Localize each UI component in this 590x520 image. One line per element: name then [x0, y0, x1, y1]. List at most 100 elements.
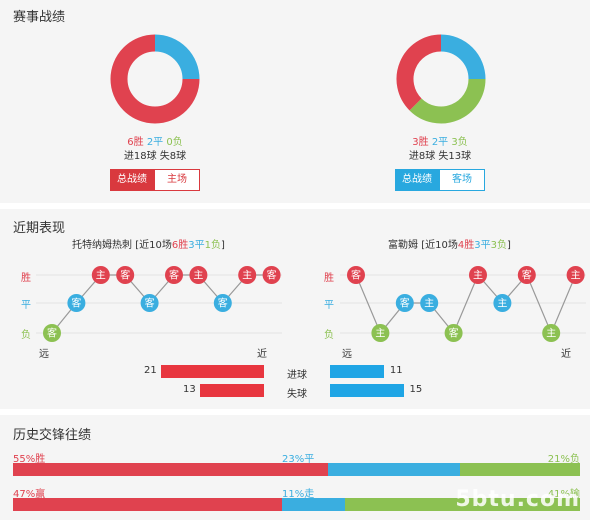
- home-match-dot: [91, 266, 110, 284]
- record-title: 赛事战绩: [13, 10, 66, 25]
- recent-panel: 近期表现 托特纳姆热刺 [近10场6胜3平1负] 富勒姆 [近10场4胜3平3负…: [0, 209, 590, 409]
- home-match-dot: [213, 294, 232, 312]
- away-win-arc: [396, 34, 442, 111]
- home-draw-count: 2平: [146, 137, 164, 148]
- away-match-venue: 主: [375, 328, 385, 340]
- h2h-win-label: 55%胜: [13, 454, 46, 465]
- away-match-venue: 主: [497, 298, 507, 310]
- away-match-dot: [371, 324, 390, 342]
- h2h-result-win-segment: [13, 463, 328, 476]
- h2h-handicap-push-label: 11%走: [282, 489, 315, 500]
- away-recent-win: 4胜: [457, 240, 475, 251]
- home-match-dot: [238, 266, 257, 284]
- away-match-marker: 主: [469, 266, 487, 284]
- away-match-dot: [395, 294, 414, 312]
- home-recent-draw: 3平: [188, 240, 205, 251]
- away-match-dot: [347, 266, 365, 284]
- away-match-dot: [420, 294, 439, 312]
- home-match-marker: 客: [67, 294, 86, 312]
- home-form-line: [51, 274, 272, 334]
- away-match-dot: [542, 324, 561, 342]
- home-match-venue: 主: [193, 270, 203, 282]
- away-match-dot: [566, 266, 585, 284]
- home-match-dot: [140, 294, 159, 312]
- away-win-count: 3胜: [412, 137, 429, 148]
- home-match-venue: 客: [218, 297, 228, 310]
- away-match-venue: 主: [546, 328, 556, 340]
- home-match-dot: [43, 324, 61, 342]
- h2h-handicap-draw-segment: [282, 498, 345, 511]
- home-total-button[interactable]: 总战绩: [110, 169, 154, 191]
- away-match-marker: 主: [371, 324, 390, 342]
- h2h-lose-label: 21%负: [547, 454, 580, 465]
- goals-caption: 进球: [287, 370, 307, 381]
- away-match-venue: 客: [351, 269, 361, 282]
- h2h-result-draw-segment: [328, 463, 460, 476]
- home-record-summary: 6胜 2平 0负 进18球 失8球: [85, 136, 225, 164]
- away-record-donut: [396, 34, 486, 124]
- home-win-arc: [110, 34, 200, 124]
- home-record-donut: [110, 34, 200, 124]
- away-venue-button[interactable]: 客场: [439, 169, 485, 191]
- h2h-panel: 历史交锋往绩 55%胜 23%平 21%负 47%赢 11%走 41%输 5bt…: [0, 415, 590, 520]
- home-lose-count: 0负: [166, 137, 183, 148]
- h2h-handicap-lose-label: 41%输: [547, 489, 580, 500]
- away-match-marker: 客: [395, 294, 414, 312]
- away-lose-axis-label: 负: [324, 330, 334, 341]
- away-match-dot: [493, 294, 512, 312]
- home-team-name: 托特纳姆热刺: [72, 240, 132, 251]
- home-match-marker: 主: [91, 266, 110, 284]
- home-venue-button[interactable]: 主场: [154, 169, 200, 191]
- away-recent-lose: 3负: [490, 240, 507, 251]
- away-match-venue: 客: [449, 327, 459, 340]
- away-goals: 进8球: [408, 151, 436, 162]
- away-recent-header: 富勒姆 [近10场4胜3平3负]: [388, 236, 511, 251]
- watermark-logo: 5btu.com: [455, 487, 580, 512]
- away-match-marker: 客: [444, 324, 463, 342]
- home-form-chart: 客客主 客客客 主客主客: [36, 266, 282, 342]
- home-match-marker: 客: [213, 294, 232, 312]
- home-recent-lose: 1负: [204, 240, 221, 251]
- home-record-toggle: 总战绩 主场: [110, 169, 200, 191]
- away-record-summary: 3胜 2平 3负 进8球 失13球: [370, 136, 510, 164]
- record-panel: 赛事战绩 6胜 2平 0负 进18球 失8球 总战绩 主场 3胜 2平 3负 进…: [0, 0, 590, 203]
- away-match-marker: 主: [542, 324, 561, 342]
- away-match-marker: 客: [517, 266, 536, 284]
- home-goals-bar: [161, 365, 264, 378]
- away-match-marker: 客: [347, 266, 365, 284]
- home-conceded-bar: [200, 384, 264, 397]
- home-match-marker: 客: [43, 324, 61, 342]
- away-match-marker: 主: [420, 294, 439, 312]
- home-match-venue: 客: [47, 327, 57, 340]
- home-match-dot: [165, 266, 183, 284]
- away-match-dot: [444, 324, 463, 342]
- away-lose-count: 3负: [451, 137, 468, 148]
- home-match-dot: [67, 294, 86, 312]
- away-match-venue: 客: [522, 269, 532, 282]
- home-recent-prefix: [近10场: [135, 240, 172, 251]
- h2h-draw-label: 23%平: [282, 454, 315, 465]
- home-conceded: 失8球: [159, 151, 187, 162]
- away-team-name: 富勒姆: [388, 240, 418, 251]
- away-form-line: [355, 273, 577, 335]
- home-match-marker: 客: [262, 266, 281, 284]
- away-conceded-bar: [330, 384, 404, 397]
- home-goals: 进18球: [123, 151, 157, 162]
- home-recent-header: 托特纳姆热刺 [近10场6胜3平1负]: [72, 236, 225, 251]
- away-win-axis-label: 胜: [324, 273, 334, 284]
- away-match-marker: 主: [566, 266, 585, 284]
- away-conceded-value: 15: [409, 384, 423, 395]
- home-near-label: 近: [257, 349, 267, 360]
- away-match-dot: [517, 266, 536, 284]
- away-record-toggle: 总战绩 客场: [395, 169, 485, 191]
- home-far-label: 远: [39, 349, 49, 360]
- away-total-button[interactable]: 总战绩: [395, 169, 439, 191]
- away-conceded: 失13球: [438, 151, 472, 162]
- away-far-label: 远: [342, 349, 352, 360]
- away-match-venue: 主: [424, 298, 434, 310]
- away-draw-arc: [440, 34, 486, 80]
- recent-title: 近期表现: [13, 221, 66, 236]
- h2h-handicap-lose-segment: [345, 498, 580, 511]
- h2h-result-lose-segment: [460, 463, 580, 476]
